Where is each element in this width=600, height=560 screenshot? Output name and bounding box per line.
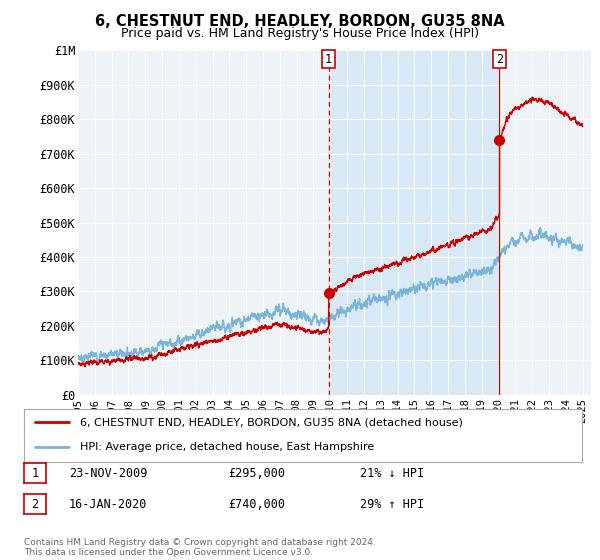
Text: 23-NOV-2009: 23-NOV-2009 [69, 466, 148, 480]
Text: Price paid vs. HM Land Registry's House Price Index (HPI): Price paid vs. HM Land Registry's House … [121, 27, 479, 40]
Text: 6, CHESTNUT END, HEADLEY, BORDON, GU35 8NA (detached house): 6, CHESTNUT END, HEADLEY, BORDON, GU35 8… [80, 417, 463, 427]
Text: 1: 1 [31, 466, 38, 480]
Text: 6, CHESTNUT END, HEADLEY, BORDON, GU35 8NA: 6, CHESTNUT END, HEADLEY, BORDON, GU35 8… [95, 14, 505, 29]
Text: 2: 2 [496, 53, 503, 66]
Text: 1: 1 [325, 53, 332, 66]
Text: Contains HM Land Registry data © Crown copyright and database right 2024.
This d: Contains HM Land Registry data © Crown c… [24, 538, 376, 557]
Text: 29% ↑ HPI: 29% ↑ HPI [360, 497, 424, 511]
Text: 16-JAN-2020: 16-JAN-2020 [69, 497, 148, 511]
Text: 21% ↓ HPI: 21% ↓ HPI [360, 466, 424, 480]
Text: 2: 2 [31, 497, 38, 511]
Bar [329, 50, 499, 395]
Text: £740,000: £740,000 [228, 497, 285, 511]
Text: HPI: Average price, detached house, East Hampshire: HPI: Average price, detached house, East… [80, 442, 374, 452]
Text: £295,000: £295,000 [228, 466, 285, 480]
